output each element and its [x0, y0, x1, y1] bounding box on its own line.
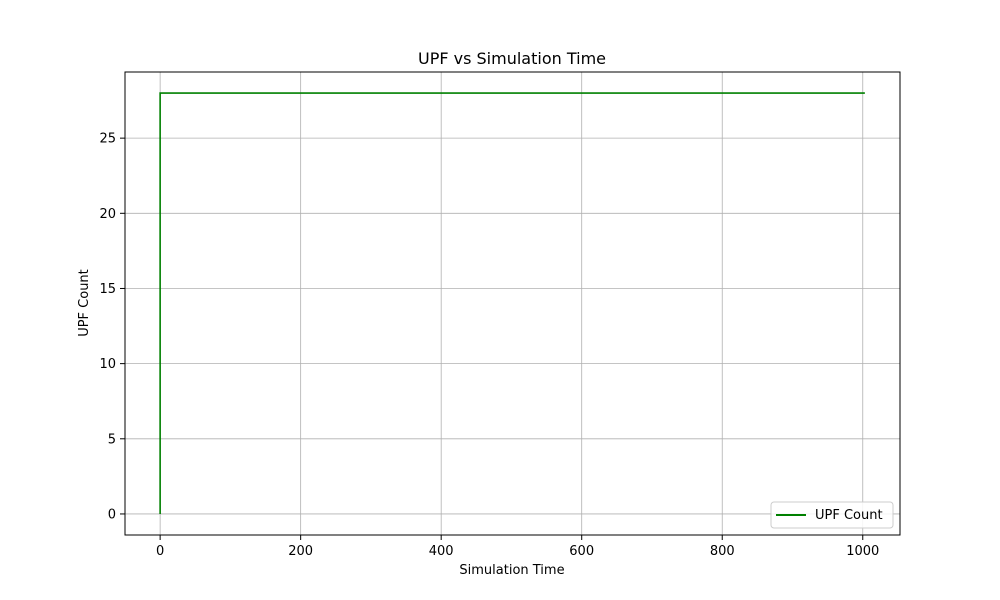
- x-tick-label: 0: [156, 544, 164, 559]
- y-tick-label: 20: [99, 207, 116, 222]
- y-tick-label: 25: [99, 132, 116, 147]
- x-axis-label: Simulation Time: [459, 563, 564, 578]
- y-tick-label: 15: [99, 282, 116, 297]
- y-tick-label: 10: [99, 357, 116, 372]
- x-tick-label: 200: [288, 544, 313, 559]
- plot-frame: [124, 71, 901, 536]
- x-tick-label: 400: [429, 544, 454, 559]
- chart-title: UPF vs Simulation Time: [418, 49, 606, 68]
- y-axis-label: UPF Count: [77, 269, 92, 337]
- series-layer: [159, 92, 865, 514]
- series-line-upf-count: [159, 92, 865, 514]
- y-tick-label: 5: [108, 432, 116, 447]
- legend-box: [770, 501, 894, 529]
- legend-label: UPF Count: [815, 508, 883, 523]
- x-tick-label: 600: [569, 544, 594, 559]
- ticks: 0 200 400 600 800 1000 0 5 10 15 20 25: [99, 132, 879, 559]
- x-tick-label: 1000: [846, 544, 879, 559]
- legend: UPF Count: [770, 501, 894, 529]
- x-tick-label: 800: [710, 544, 735, 559]
- y-tick-label: 0: [108, 507, 116, 522]
